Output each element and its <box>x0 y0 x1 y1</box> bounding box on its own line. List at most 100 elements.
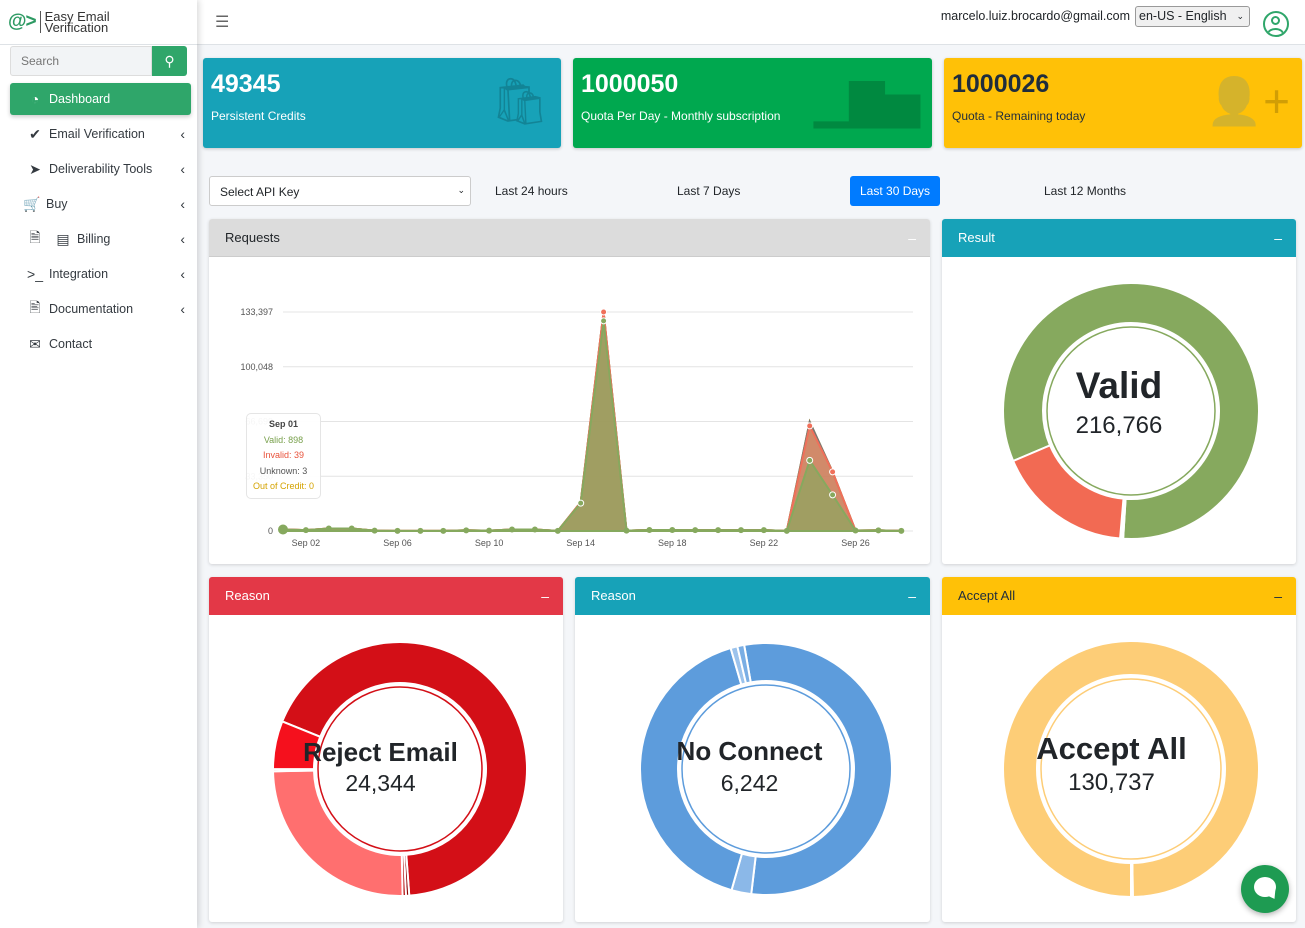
sidebar-item-buy[interactable]: 🛒 Buy ‹ <box>10 188 191 220</box>
data-point[interactable] <box>806 456 814 464</box>
x-tick-label: Sep 02 <box>292 538 321 548</box>
data-point[interactable] <box>875 527 882 534</box>
donut-hover-ring <box>317 686 483 852</box>
minimize-button[interactable]: – <box>1274 230 1282 246</box>
data-point[interactable] <box>898 527 905 534</box>
data-point[interactable] <box>646 527 653 534</box>
chevron-left-icon: ‹ <box>180 126 185 142</box>
data-point[interactable] <box>760 527 767 534</box>
card-header: Accept All – <box>942 577 1296 615</box>
brand-line1: Easy Email <box>44 9 110 24</box>
donut-label: Valid <box>1075 365 1163 406</box>
user-profile-icon[interactable] <box>1263 11 1289 37</box>
donut-value: 130,737 <box>1068 769 1155 796</box>
data-point[interactable] <box>325 525 332 532</box>
tooltip-valid: Valid: 898 <box>263 434 304 445</box>
api-key-select[interactable]: Select API Key ⌄ <box>209 176 471 206</box>
sidebar-item-deliverability-tools[interactable]: ➤ Deliverability Tools ‹ <box>10 153 191 185</box>
minimize-button[interactable]: – <box>908 588 916 604</box>
donut-segment[interactable] <box>1130 861 1134 899</box>
sidebar-item-dashboard[interactable]: ◔ Dashboard <box>10 83 191 115</box>
data-point[interactable] <box>715 527 722 534</box>
search-input[interactable] <box>10 46 152 76</box>
data-point[interactable] <box>829 468 837 476</box>
data-point[interactable] <box>463 527 470 534</box>
hamburger-menu-icon[interactable]: ☰ <box>215 14 230 31</box>
donut-segment[interactable] <box>1002 640 1260 899</box>
stat-value: 49345 <box>211 70 281 98</box>
reason-reject-card: Reason – Reject Email 24,344 <box>209 577 563 922</box>
minimize-button[interactable]: – <box>1274 588 1282 604</box>
data-point[interactable] <box>348 525 355 532</box>
data-point[interactable] <box>829 491 837 499</box>
range-last-30-days[interactable]: Last 30 Days <box>850 176 941 206</box>
data-point[interactable] <box>669 527 676 534</box>
terminal-icon: >_ <box>27 266 43 282</box>
chat-widget-button[interactable] <box>1241 865 1289 913</box>
data-point[interactable] <box>806 422 814 430</box>
data-point[interactable] <box>600 317 608 325</box>
sidebar-item-label: Contact <box>49 337 93 351</box>
brand[interactable]: @> Easy Email Verification <box>0 0 197 45</box>
sidebar-item-billing[interactable]: 🗎 ▤ Billing ‹ <box>10 223 191 255</box>
user-plus-icon: 👤+ <box>1205 75 1290 127</box>
range-last-12-months[interactable]: Last 12 Months <box>1044 184 1127 198</box>
data-point[interactable] <box>417 527 424 534</box>
data-point[interactable] <box>371 527 378 534</box>
range-last-24-hours[interactable]: Last 24 hours <box>495 184 568 198</box>
data-point[interactable] <box>738 527 744 534</box>
donut-segment[interactable] <box>742 642 893 896</box>
donut-segment[interactable] <box>1011 444 1125 540</box>
donut-segment[interactable] <box>1002 282 1260 540</box>
data-point[interactable] <box>577 499 585 507</box>
sidebar-item-documentation[interactable]: 🖹 Documentation ‹ <box>10 293 191 325</box>
search-button[interactable]: ⚲ <box>152 46 187 76</box>
sidebar-item-contact[interactable]: ✉ Contact <box>10 328 191 360</box>
stat-label: Quota Per Day - Monthly subscription <box>581 109 781 123</box>
donut-hover-ring <box>681 684 851 854</box>
donut-segment[interactable] <box>271 720 322 771</box>
data-point[interactable] <box>531 526 538 533</box>
x-tick-label: Sep 14 <box>566 538 595 548</box>
minimize-button[interactable]: – <box>541 588 549 604</box>
donut-segment[interactable] <box>639 646 744 892</box>
data-point[interactable] <box>509 526 515 533</box>
data-point[interactable] <box>852 527 859 534</box>
chevron-left-icon: ‹ <box>180 196 185 212</box>
data-point[interactable] <box>692 527 699 534</box>
data-point[interactable] <box>554 527 561 534</box>
sidebar-item-email-verification[interactable]: ✔ Email Verification ‹ <box>10 118 191 150</box>
stat-persistent-credits: 49345 Persistent Credits 🛍 <box>203 58 561 148</box>
y-tick-label: 133,397 <box>240 307 273 317</box>
envelope-icon: ✉ <box>29 335 41 352</box>
donut-segment[interactable] <box>736 643 752 685</box>
card-title: Reason <box>225 588 270 603</box>
data-point[interactable] <box>600 308 608 316</box>
data-point[interactable] <box>302 527 309 534</box>
card-header: Reason – <box>209 577 563 615</box>
data-point[interactable] <box>486 527 493 534</box>
data-point[interactable] <box>623 527 630 534</box>
bar-chart-icon: ▁▇▅ <box>813 75 920 127</box>
requests-card: Requests– 033,35066,699100,048133,397Sep… <box>209 219 930 564</box>
chevron-left-icon: ‹ <box>180 301 185 317</box>
data-point[interactable] <box>783 527 790 534</box>
donut-label: Reject Email <box>303 737 458 767</box>
chevron-left-icon: ‹ <box>180 161 185 177</box>
brand-line2: Verification <box>44 20 109 35</box>
data-point[interactable] <box>440 527 447 534</box>
range-last-7-days[interactable]: Last 7 Days <box>677 184 741 198</box>
minimize-button[interactable]: – <box>908 230 916 246</box>
language-select[interactable]: en-US - English ⌄ <box>1135 6 1250 27</box>
x-tick-label: Sep 18 <box>658 538 687 548</box>
data-point[interactable] <box>394 527 401 534</box>
data-point[interactable] <box>278 524 288 535</box>
brand-name: Easy Email Verification <box>44 9 110 35</box>
divider <box>39 11 41 33</box>
language-value: en-US - English <box>1139 9 1227 23</box>
filters: Select API Key ⌄ Last 24 hours Last 7 Day… <box>209 176 1305 206</box>
stat-quota-per-day: 1000050 Quota Per Day - Monthly subscrip… <box>573 58 932 148</box>
donut-value: 6,242 <box>720 770 779 796</box>
sidebar-item-integration[interactable]: >_ Integration ‹ <box>10 258 191 290</box>
donut-segment[interactable] <box>280 641 528 897</box>
